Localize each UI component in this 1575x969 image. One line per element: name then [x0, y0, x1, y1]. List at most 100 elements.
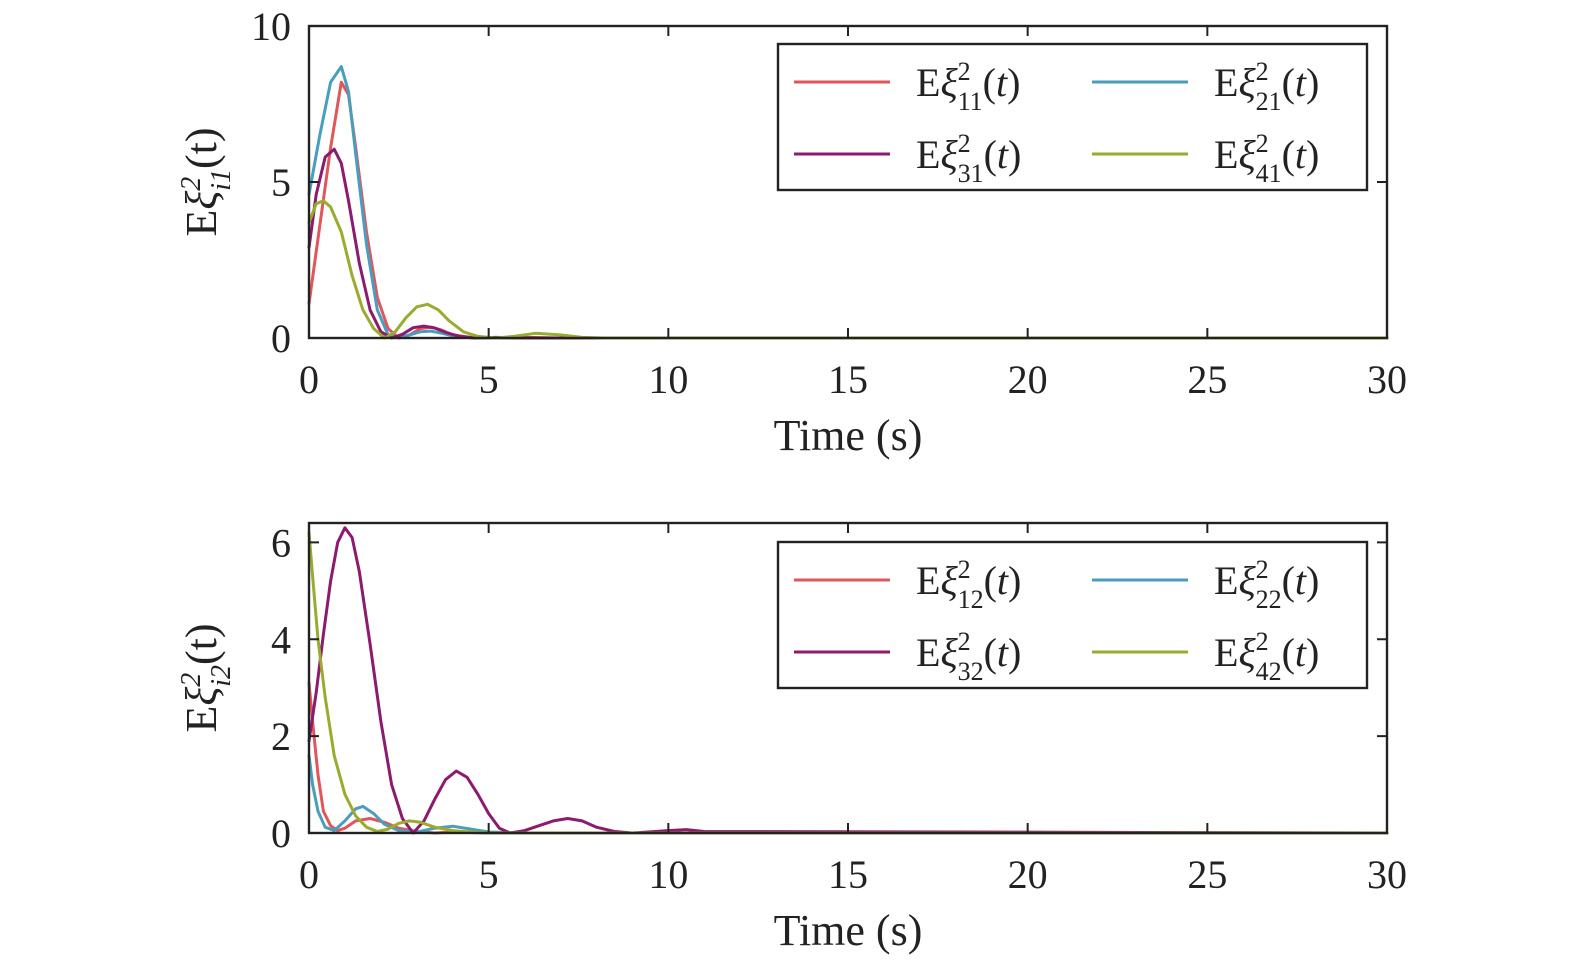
- legend-sub: 31: [958, 159, 984, 188]
- legend-label-21: Eξ2 21(t): [1214, 57, 1319, 116]
- series-line-22: [307, 754, 1389, 835]
- x-tick-label: 30: [1367, 357, 1407, 402]
- legend-label-22: Eξ2 22(t): [1214, 555, 1319, 614]
- legend-symbol: ξ: [1238, 132, 1256, 177]
- legend-sup: 2: [958, 129, 971, 158]
- x-tick-label: 10: [648, 357, 688, 402]
- legend-arg-var: t: [1295, 60, 1307, 105]
- legend-arg-var: t: [1295, 630, 1307, 675]
- legend-sup: 2: [1256, 57, 1269, 86]
- legend-symbol: ξ: [940, 60, 958, 105]
- legend-arg: (: [1282, 630, 1295, 675]
- legend-arg-var: t: [997, 630, 1009, 675]
- legend-sub: 22: [1256, 585, 1282, 614]
- legend-arg-close: ): [1008, 630, 1021, 675]
- x-tick-label: 0: [299, 357, 319, 402]
- y-label-sub: i1: [206, 169, 237, 191]
- legend-box: [776, 42, 1369, 192]
- legend-arg-var: t: [997, 132, 1009, 177]
- legend-label-32: Eξ2 32(t): [916, 627, 1021, 686]
- x-tick-label: 15: [828, 852, 868, 897]
- y-label-arg: (t): [177, 127, 226, 169]
- x-tick-label: 0: [299, 852, 319, 897]
- x-axis-label: Time (s): [774, 411, 923, 460]
- legend-arg: (: [984, 558, 997, 603]
- legend-sup: 2: [958, 555, 971, 584]
- legend-arg: (: [1282, 132, 1295, 177]
- legend-label-12: Eξ2 12(t): [916, 555, 1021, 614]
- legend-arg: (: [984, 132, 997, 177]
- y-label-symbol: ξ: [177, 191, 226, 210]
- legend-arg-var: t: [996, 60, 1008, 105]
- legend-arg-var: t: [1295, 558, 1307, 603]
- x-tick-label: 20: [1008, 852, 1048, 897]
- legend-label-41: Eξ2 41(t): [1214, 129, 1319, 188]
- legend-arg: (: [984, 630, 997, 675]
- legend-arg-close: ): [1306, 630, 1319, 675]
- y-tick-label: 0: [271, 316, 291, 361]
- legend-sup: 2: [1256, 129, 1269, 158]
- legend-symbol: ξ: [940, 630, 958, 675]
- legend-sup: 2: [1256, 555, 1269, 584]
- legend-box: [776, 540, 1369, 690]
- legend-base: E: [1214, 132, 1238, 177]
- x-tick-label: 15: [828, 357, 868, 402]
- legend-symbol: ξ: [1238, 630, 1256, 675]
- legend-arg-close: ): [1306, 558, 1319, 603]
- y-tick-label: 6: [271, 520, 291, 565]
- y-label-sub: i2: [206, 665, 237, 687]
- legend-arg: (: [983, 60, 996, 105]
- legend-symbol: ξ: [940, 132, 958, 177]
- legend-base: E: [916, 558, 940, 603]
- legend-label-42: Eξ2 42(t): [1214, 627, 1319, 686]
- legend-arg-close: ): [1008, 558, 1021, 603]
- legend-arg-close: ): [1306, 60, 1319, 105]
- y-tick-label: 5: [271, 160, 291, 205]
- legend-sub: 42: [1256, 657, 1282, 686]
- x-tick-label: 10: [648, 852, 688, 897]
- x-tick-label: 25: [1187, 357, 1227, 402]
- legend-base: E: [1214, 630, 1238, 675]
- x-tick-label: 20: [1008, 357, 1048, 402]
- series-line-42: [307, 531, 1389, 835]
- legend-sub: 12: [958, 585, 984, 614]
- legend-arg-close: ): [1306, 132, 1319, 177]
- series-line-41: [307, 199, 1389, 340]
- y-tick-label: 4: [271, 617, 291, 662]
- y-tick-label: 10: [251, 4, 291, 49]
- y-label-sup: 2: [176, 177, 207, 191]
- y-tick-label: 0: [271, 811, 291, 856]
- legend-symbol: ξ: [940, 558, 958, 603]
- series-line-32: [307, 526, 1389, 835]
- legend-arg: (: [1282, 60, 1295, 105]
- legend-label-11: Eξ2 11(t): [916, 57, 1020, 116]
- legend-symbol: ξ: [1238, 60, 1256, 105]
- x-tick-label: 25: [1187, 852, 1227, 897]
- legend-arg-close: ): [1007, 60, 1020, 105]
- x-axis-label: Time (s): [774, 906, 923, 955]
- series-line-12: [307, 681, 1389, 835]
- y-label-arg: (t): [177, 623, 226, 665]
- legend-arg: (: [1282, 558, 1295, 603]
- legend-sub: 32: [958, 657, 984, 686]
- legend-base: E: [1214, 558, 1238, 603]
- legend-sub: 11: [958, 87, 983, 116]
- legend: Eξ2 12(t) Eξ2 22(t)Eξ2 32(t) Eξ2 42(t): [776, 540, 1369, 690]
- y-label-symbol: ξ: [177, 687, 226, 706]
- legend-symbol: ξ: [1238, 558, 1256, 603]
- legend-base: E: [916, 132, 940, 177]
- legend-arg-close: ): [1008, 132, 1021, 177]
- legend: Eξ2 11(t) Eξ2 21(t)Eξ2 31(t) Eξ2 41(t): [776, 42, 1369, 192]
- y-label-base: E: [177, 706, 226, 733]
- legend-sup: 2: [1256, 627, 1269, 656]
- legend-sub: 21: [1256, 87, 1282, 116]
- legend-sub: 41: [1256, 159, 1282, 188]
- legend-sup: 2: [958, 627, 971, 656]
- legend-arg-var: t: [997, 558, 1009, 603]
- y-label-base: E: [177, 210, 226, 237]
- y-axis-label: Eξ2i1(t): [176, 127, 237, 236]
- legend-label-31: Eξ2 31(t): [916, 129, 1021, 188]
